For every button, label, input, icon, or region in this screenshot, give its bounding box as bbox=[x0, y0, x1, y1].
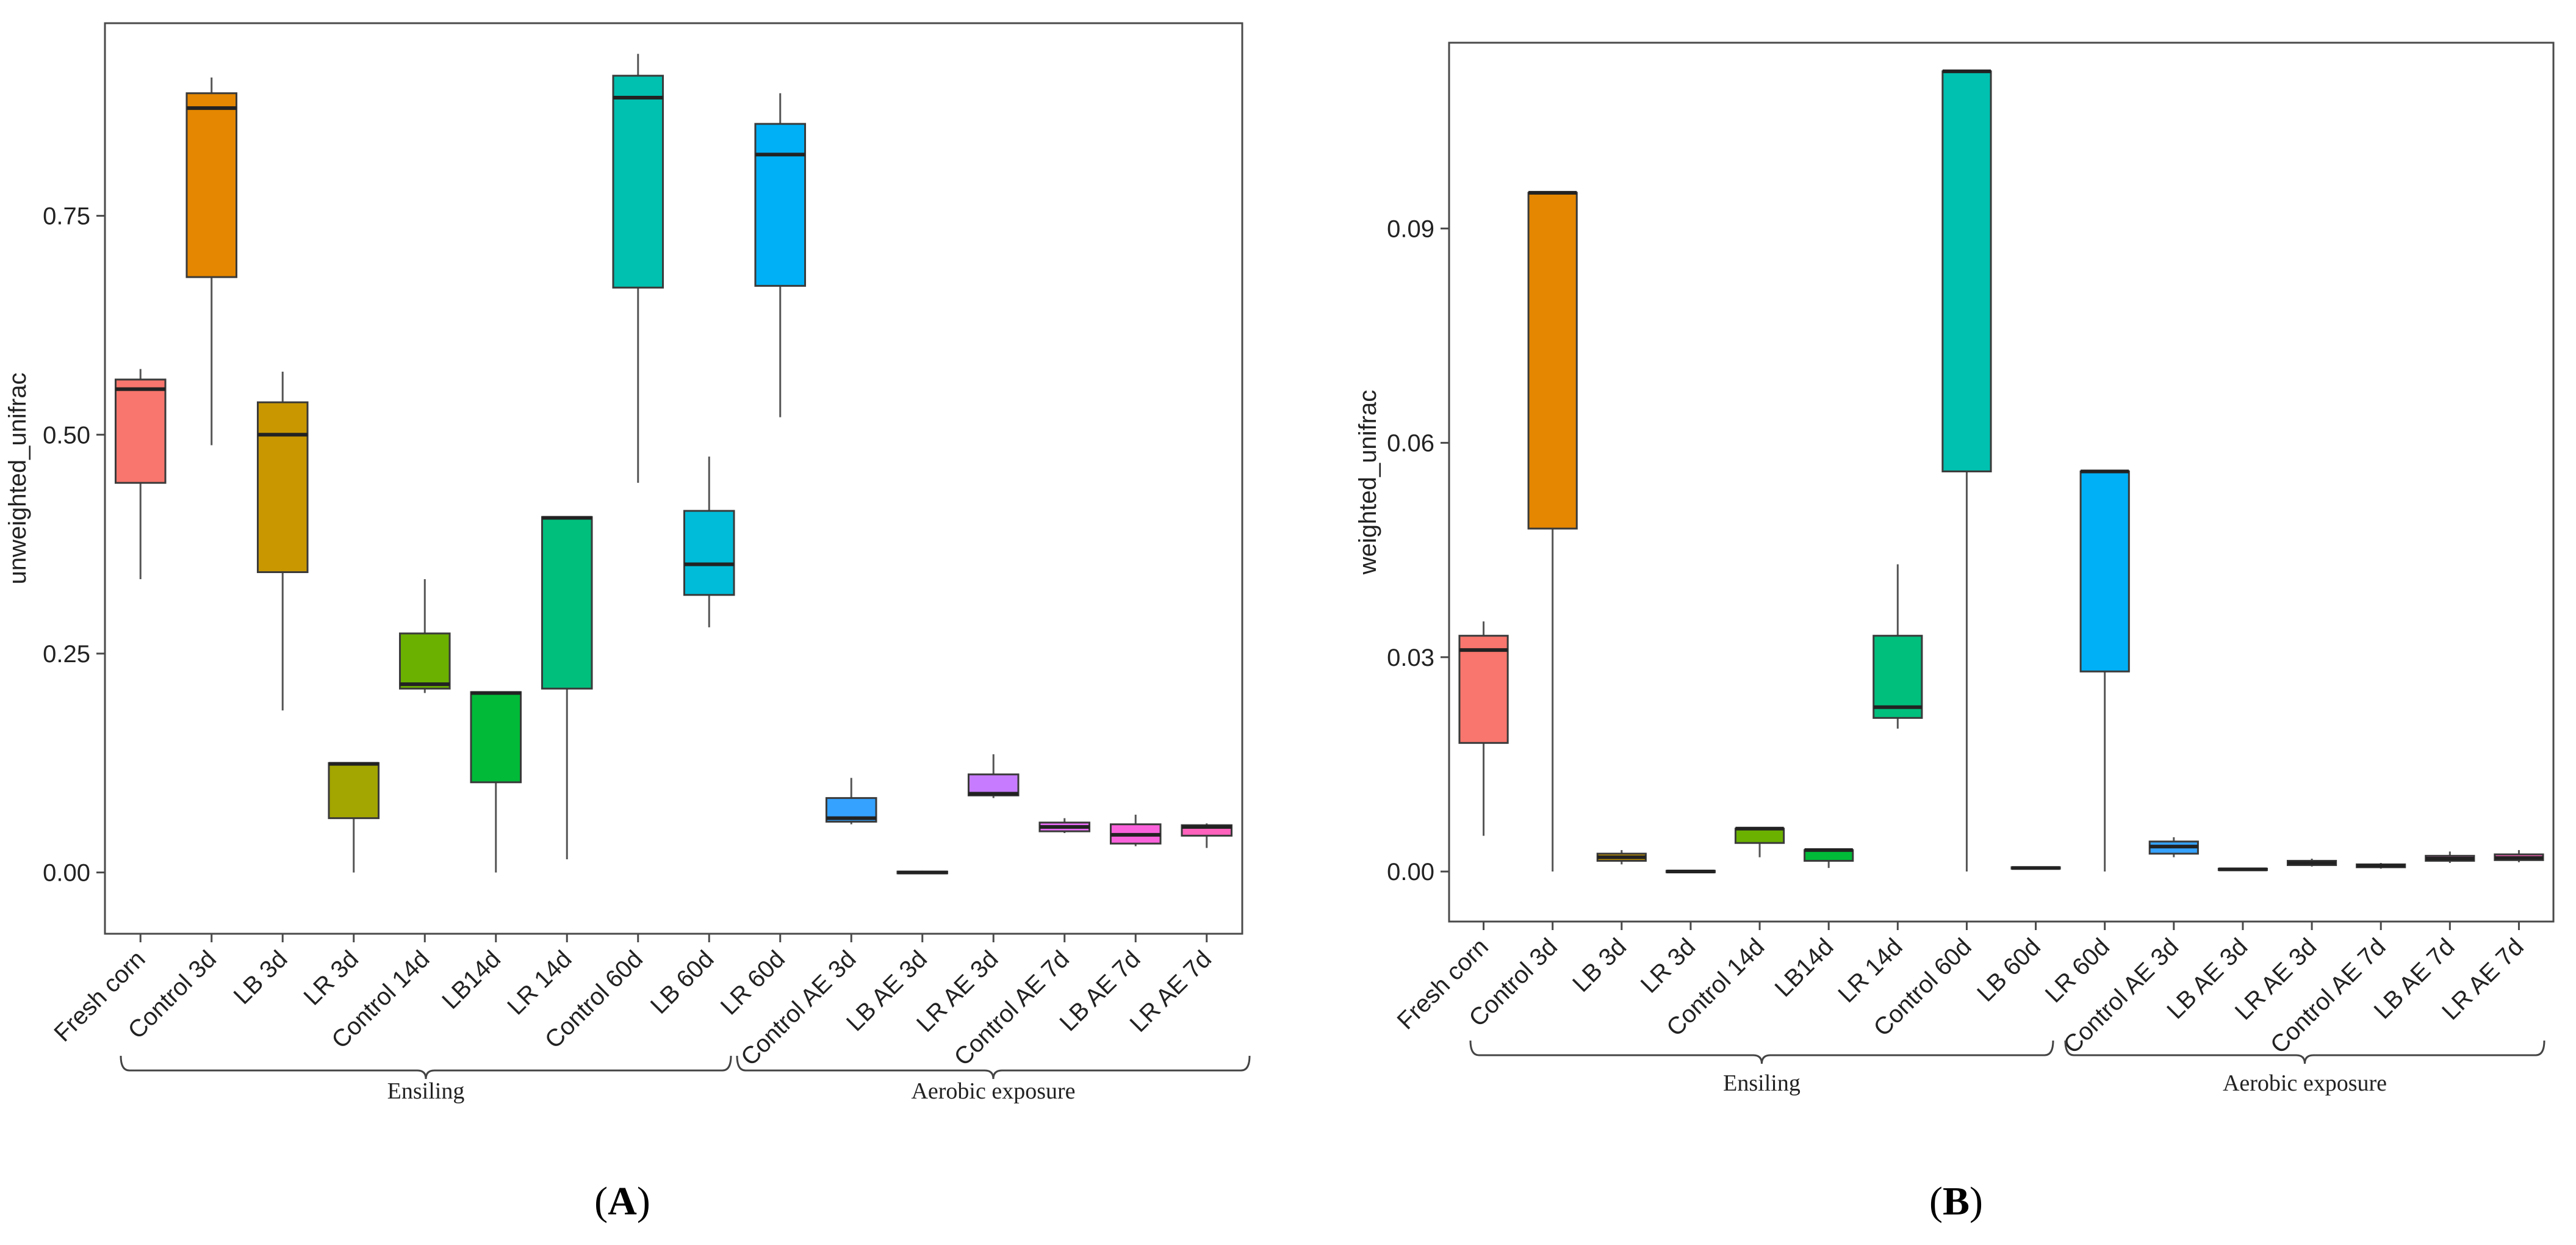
group-label-aerobic-exposure: Aerobic exposure bbox=[2223, 1070, 2387, 1096]
group-label-aerobic-exposure: Aerobic exposure bbox=[911, 1078, 1075, 1104]
box-control-14d bbox=[398, 632, 451, 690]
chart-panel-a: 0.000.250.500.75unweighted_unifracFresh … bbox=[4, 22, 1251, 1224]
box-lr-60d bbox=[2079, 470, 2130, 673]
box-control-60d bbox=[612, 74, 664, 289]
panel-label: (A) bbox=[594, 1179, 650, 1224]
y-tick-label: 0.06 bbox=[1387, 430, 1434, 457]
box-lr-14d bbox=[1873, 635, 1923, 719]
y-tick-label: 0.25 bbox=[43, 641, 90, 668]
x-tick-label: LB 3d bbox=[229, 945, 293, 1009]
box-lr-60d bbox=[754, 123, 807, 287]
y-axis-title: weighted_unifrac bbox=[1355, 390, 1381, 575]
y-tick-label: 0.75 bbox=[43, 203, 90, 230]
box-lb-60d bbox=[683, 510, 735, 596]
x-tick-label: LB 3d bbox=[1567, 933, 1632, 997]
y-tick-label: 0.03 bbox=[1387, 644, 1434, 671]
box-lr-14d bbox=[541, 516, 593, 690]
box-control-14d bbox=[1734, 828, 1785, 844]
x-tick-label: LB 60d bbox=[1972, 933, 2046, 1007]
x-tick-label: LR 3d bbox=[299, 945, 364, 1011]
box-lb-3d bbox=[256, 401, 309, 574]
box-fresh-corn bbox=[114, 378, 167, 484]
y-tick-label: 0.00 bbox=[43, 860, 90, 887]
group-brace-aerobic-exposure bbox=[736, 1055, 1251, 1080]
x-tick-label: LB 60d bbox=[646, 945, 719, 1019]
y-tick-label: 0.50 bbox=[43, 422, 90, 449]
y-tick-label: 0.09 bbox=[1387, 215, 1434, 242]
box-lr-3d bbox=[328, 762, 380, 820]
box-control-3d bbox=[1527, 192, 1578, 530]
x-tick-label: LR 3d bbox=[1636, 933, 1701, 998]
group-brace-ensiling bbox=[120, 1055, 732, 1080]
y-axis-title: unweighted_unifrac bbox=[4, 373, 31, 585]
y-tick-label: 0.00 bbox=[1387, 859, 1434, 886]
box-fresh-corn bbox=[1458, 635, 1509, 744]
x-tick-label: LB14d bbox=[437, 945, 506, 1014]
box-control-3d bbox=[185, 92, 238, 278]
panel-label: (B) bbox=[1929, 1179, 1983, 1224]
group-label-ensiling: Ensiling bbox=[387, 1078, 465, 1104]
box-lb14d bbox=[470, 691, 522, 784]
group-brace-aerobic-exposure bbox=[2064, 1040, 2545, 1064]
group-brace-ensiling bbox=[1469, 1040, 2054, 1064]
x-tick-label: LB14d bbox=[1770, 933, 1839, 1002]
plot-frame bbox=[1448, 42, 2555, 923]
group-label-ensiling: Ensiling bbox=[1723, 1070, 1801, 1096]
box-control-60d bbox=[1941, 70, 1992, 472]
